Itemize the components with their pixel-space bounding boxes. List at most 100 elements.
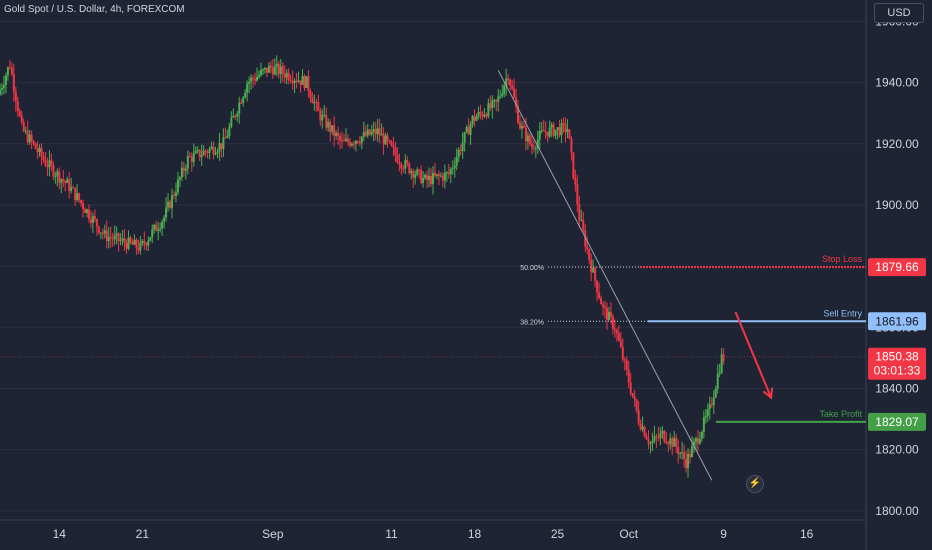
candle-body bbox=[404, 160, 407, 169]
candle-body bbox=[481, 113, 484, 117]
candle-body bbox=[380, 133, 383, 136]
candle-body bbox=[321, 114, 324, 121]
candle-body bbox=[327, 122, 330, 128]
candle-body bbox=[34, 143, 37, 149]
current-price-badge bbox=[868, 347, 926, 380]
candle-body bbox=[143, 240, 146, 244]
candle-body bbox=[87, 209, 90, 219]
candle-body bbox=[12, 74, 15, 92]
candle-body bbox=[564, 123, 567, 132]
candle-body bbox=[687, 453, 690, 469]
candle-body bbox=[117, 233, 120, 242]
candle-body bbox=[218, 143, 221, 152]
candle-body bbox=[111, 238, 114, 240]
x-tick-label: Sep bbox=[262, 527, 284, 541]
candle-body bbox=[66, 179, 69, 183]
y-tick-label: 1820.00 bbox=[875, 443, 919, 457]
candle-body bbox=[390, 141, 393, 146]
candle-body bbox=[663, 430, 666, 442]
candle-body bbox=[396, 154, 399, 163]
candle-body bbox=[141, 240, 144, 243]
candle-body bbox=[258, 74, 261, 77]
candle-body bbox=[40, 147, 43, 157]
candle-body bbox=[694, 438, 697, 442]
candle-body bbox=[295, 80, 298, 82]
candle-body bbox=[200, 155, 203, 158]
candle-body bbox=[716, 373, 719, 389]
x-tick-label: 11 bbox=[385, 527, 398, 541]
candle-body bbox=[704, 415, 707, 418]
candle-body bbox=[84, 209, 87, 214]
candle-body bbox=[675, 437, 678, 447]
candle-body bbox=[410, 171, 413, 174]
candle-body bbox=[372, 129, 375, 132]
candle-body bbox=[121, 238, 124, 241]
candle-body bbox=[677, 446, 680, 454]
candle-body bbox=[669, 438, 672, 444]
candle-body bbox=[232, 115, 235, 118]
candle-body bbox=[408, 163, 411, 174]
trendline[interactable] bbox=[497, 70, 713, 481]
candle-body bbox=[315, 102, 318, 104]
candle-body bbox=[161, 221, 164, 229]
candle-body bbox=[412, 171, 415, 178]
candle-body bbox=[169, 201, 172, 208]
candle-body bbox=[333, 125, 336, 136]
candle-body bbox=[350, 143, 353, 146]
projection-arrow-shaft[interactable] bbox=[734, 311, 773, 399]
x-tick-label: 25 bbox=[551, 527, 565, 541]
fib-label: 50.00% bbox=[520, 265, 544, 272]
candle-body bbox=[133, 239, 136, 245]
candle-body bbox=[2, 84, 5, 88]
candle-body bbox=[238, 102, 241, 114]
candle-body bbox=[528, 135, 531, 144]
candle-body bbox=[631, 393, 634, 397]
candle-body bbox=[604, 306, 607, 309]
lightning-icon[interactable]: ⚡ bbox=[746, 475, 764, 493]
x-tick-label: 18 bbox=[468, 527, 482, 541]
candle-body bbox=[345, 138, 348, 141]
candle-body bbox=[188, 155, 191, 157]
candle-body bbox=[269, 65, 272, 68]
candle-body bbox=[311, 97, 314, 104]
candle-body bbox=[609, 311, 612, 317]
candle-body bbox=[145, 243, 148, 246]
candle-body bbox=[216, 151, 219, 154]
candle-body bbox=[339, 136, 342, 141]
candle-body bbox=[671, 438, 674, 447]
candle-body bbox=[182, 167, 185, 171]
candle-body bbox=[428, 176, 431, 180]
currency-button[interactable]: USD bbox=[874, 3, 924, 23]
candle-body bbox=[700, 431, 703, 439]
candle-body bbox=[376, 128, 379, 135]
candle-body bbox=[552, 124, 555, 136]
candle-body bbox=[305, 76, 308, 88]
candle-body bbox=[172, 194, 175, 196]
candle-body bbox=[246, 83, 249, 93]
candle-body bbox=[720, 354, 723, 373]
candle-body bbox=[107, 236, 110, 242]
candle-body bbox=[685, 459, 688, 469]
candle-body bbox=[331, 125, 334, 132]
candle-body bbox=[341, 140, 344, 142]
candle-body bbox=[259, 70, 262, 75]
candle-body bbox=[236, 113, 239, 117]
candle-body bbox=[590, 259, 593, 273]
y-tick-label: 1920.00 bbox=[875, 137, 919, 151]
candle-body bbox=[572, 152, 575, 178]
candle-body bbox=[517, 106, 520, 123]
candle-body bbox=[386, 135, 389, 141]
candle-body bbox=[135, 239, 138, 248]
candle-body bbox=[556, 127, 559, 130]
candle-body bbox=[696, 438, 699, 444]
candle-body bbox=[580, 219, 583, 221]
candle-body bbox=[196, 149, 199, 151]
candle-countdown: 03:01:33 bbox=[874, 364, 921, 378]
candle-body bbox=[538, 131, 541, 140]
y-tick-label: 1800.00 bbox=[875, 504, 919, 518]
candle-body bbox=[570, 138, 573, 153]
candle-body bbox=[530, 143, 533, 148]
candle-body bbox=[465, 126, 468, 133]
candle-body bbox=[518, 122, 521, 129]
